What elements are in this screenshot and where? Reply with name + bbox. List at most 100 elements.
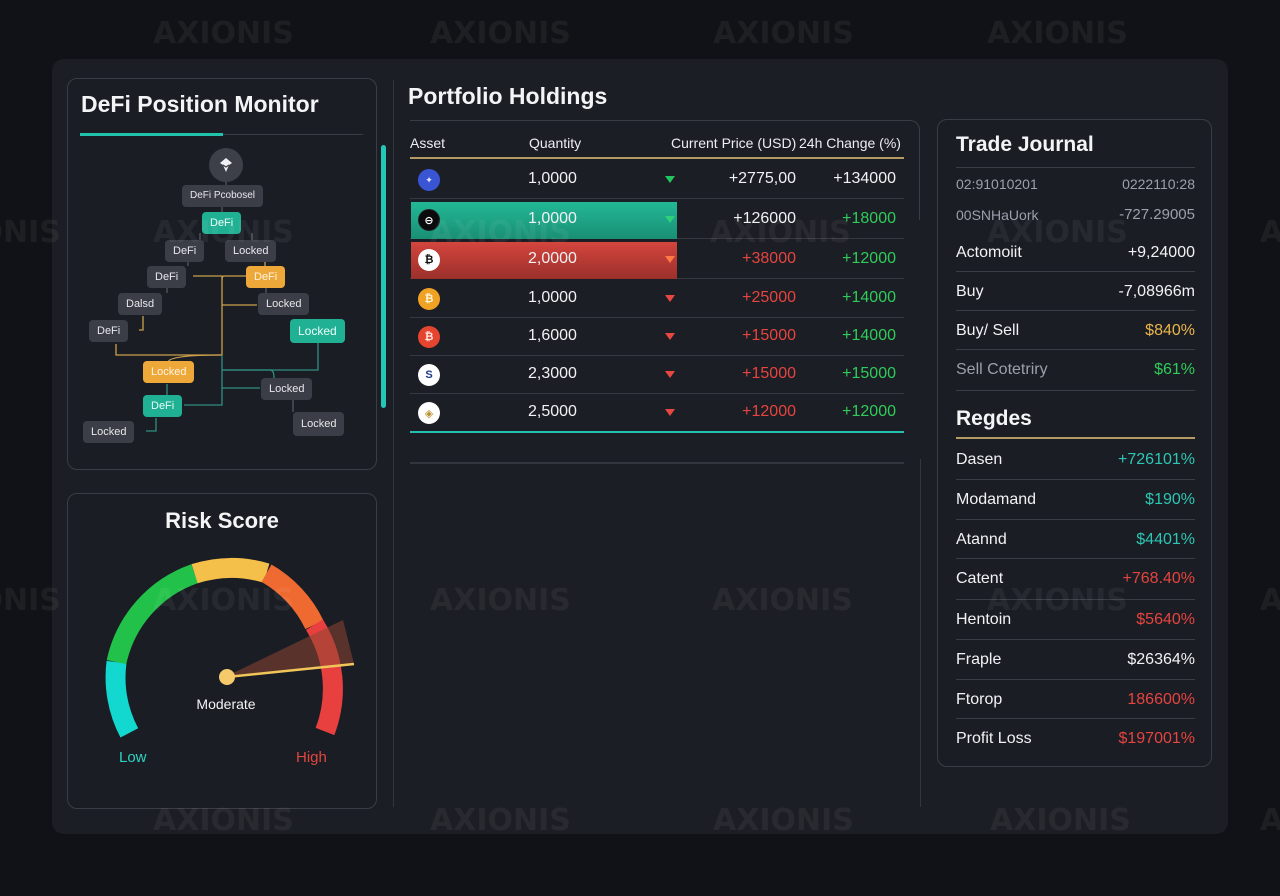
tree-node[interactable]: Locked (143, 361, 195, 383)
tree-node[interactable]: Locked (83, 421, 135, 443)
black-coin-icon: ⊖ (418, 209, 440, 231)
column-header-price[interactable]: Current Price (USD) (671, 135, 797, 151)
journal-entry[interactable]: Ftorop 186600% (956, 679, 1195, 718)
tree-node[interactable]: Locked (290, 319, 345, 343)
journal-entry[interactable]: Profit Loss $197001% (956, 718, 1195, 757)
section-underline (956, 437, 1195, 439)
journal-entry[interactable]: Buy/ Sell $840% (956, 310, 1195, 349)
tree-node[interactable]: DeFi (202, 212, 242, 234)
entry-label: Hentoin (956, 611, 1012, 628)
tab-underline (80, 133, 363, 136)
entry-value: 186600% (1127, 691, 1195, 708)
tree-node[interactable]: DeFi (143, 395, 183, 417)
blue-coin-icon: ✦ (418, 169, 440, 191)
blue-token-icon: S (418, 364, 440, 386)
faded-row (410, 433, 904, 464)
journal-entry[interactable]: Actomoiit +9,24000 (956, 233, 1195, 272)
journal-entry[interactable]: 02:91010201 0222110:28 (956, 167, 1195, 200)
entry-value: +9,24000 (1127, 244, 1195, 261)
entry-label: 00SNHaUork (956, 207, 1039, 223)
tree-node[interactable]: Locked (225, 240, 277, 262)
active-tab-indicator[interactable] (80, 133, 223, 136)
journal-entry[interactable]: Sell Cotetriry $61% (956, 349, 1195, 388)
tree-node[interactable]: DeFi (165, 240, 205, 262)
scrollbar-thumb[interactable] (381, 145, 386, 408)
entry-value: 0222110:28 (1122, 176, 1195, 192)
journal-entry[interactable]: Hentoin $5640% (956, 599, 1195, 638)
entry-value: $190% (1145, 491, 1195, 508)
quantity: 1,0000 (528, 170, 577, 187)
gold-token-icon: ◈ (418, 402, 440, 424)
journal-entry[interactable]: Dasen +726101% (956, 440, 1195, 479)
table-row[interactable]: ₿ 1,6000 +15000 +14000 (410, 318, 904, 356)
journal-entry[interactable]: Buy -7,08966m (956, 271, 1195, 310)
risk-gauge (105, 557, 355, 738)
change: +18000 (842, 210, 896, 227)
tree-node[interactable]: Locked (261, 378, 313, 400)
panel-title: Trade Journal (956, 133, 1094, 156)
journal-entry[interactable]: 00SNHaUork -727.29005 (956, 200, 1195, 233)
column-header-asset[interactable]: Asset (410, 135, 446, 151)
entry-value: -727.29005 (1119, 206, 1195, 223)
table-outline (410, 120, 920, 220)
tree-node[interactable]: DeFi Pcobosel (182, 185, 264, 207)
table-row[interactable]: ₿ 1,0000 +25000 +14000 (410, 280, 904, 318)
trend-down-icon (665, 295, 675, 302)
price: +126000 (733, 210, 796, 227)
trend-down-icon (665, 176, 675, 183)
entry-label: 02:91010201 (956, 176, 1038, 192)
entry-value: $26364% (1127, 651, 1195, 668)
section-title: Regdes (956, 407, 1032, 430)
price: +38000 (742, 250, 796, 267)
entry-label: Atannd (956, 531, 1007, 548)
price: +2775,00 (728, 170, 796, 187)
price: +15000 (742, 365, 796, 382)
entry-label: Profit Loss (956, 730, 1032, 747)
entry-label: Buy (956, 283, 984, 300)
divider (393, 80, 394, 807)
watermark: AXIONIS (430, 16, 571, 51)
tree-node[interactable]: DeFi (246, 266, 286, 288)
column-header-change[interactable]: 24h Change (%) (799, 135, 901, 151)
entry-value: $840% (1145, 322, 1195, 339)
entry-value: $5640% (1136, 611, 1195, 628)
trend-down-icon (665, 256, 675, 263)
tree-node[interactable]: Locked (293, 412, 345, 436)
journal-entry[interactable]: Fraple $26364% (956, 639, 1195, 678)
tree-node[interactable]: DeFi (89, 320, 129, 342)
journal-entry[interactable]: Atannd $4401% (956, 519, 1195, 558)
entry-value: $4401% (1136, 531, 1195, 548)
journal-entry[interactable]: Catent +768.40% (956, 558, 1195, 597)
entry-value: +768.40% (1122, 570, 1195, 587)
bitcoin-white-icon: ₿ (418, 249, 440, 271)
tree-node[interactable]: Locked (258, 293, 310, 315)
watermark: AXIONIS (713, 16, 854, 51)
watermark: AXIONIS (1260, 803, 1280, 838)
entry-label: Actomoiit (956, 244, 1022, 261)
trend-down-icon (665, 333, 675, 340)
price: +25000 (742, 289, 796, 306)
quantity: 2,3000 (528, 365, 577, 382)
panel-title: Risk Score (165, 508, 279, 533)
price: +12000 (742, 403, 796, 420)
table-row[interactable]: ◈ 2,5000 +12000 +12000 (410, 394, 904, 432)
tree-node[interactable]: Dalsd (118, 293, 163, 315)
change: +12000 (842, 403, 896, 420)
bitcoin-red-icon: ₿ (418, 326, 440, 348)
tree-node[interactable]: DeFi (147, 266, 187, 288)
table-row[interactable]: ⊖ 1,0000 +126000 +18000 (410, 201, 904, 239)
change: +134000 (833, 170, 896, 187)
table-row[interactable]: ₿ 2,0000 +38000 +12000 (410, 241, 904, 279)
entry-value: -7,08966m (1118, 283, 1196, 300)
portfolio-title: Portfolio Holdings (408, 83, 608, 109)
table-header: Asset Quantity Current Price (USD) 24h C… (410, 133, 904, 159)
watermark: AXIONIS (1260, 583, 1280, 618)
entry-label: Dasen (956, 451, 1003, 468)
column-header-quantity[interactable]: Quantity (529, 135, 582, 151)
bitcoin-orange-icon: ₿ (418, 288, 440, 310)
table-row[interactable]: S 2,3000 +15000 +15000 (410, 356, 904, 394)
table-row[interactable]: ✦ 1,0000 +2775,00 +134000 (410, 161, 904, 199)
trend-down-icon (665, 409, 675, 416)
journal-divider (956, 390, 1195, 391)
journal-entry[interactable]: Modamand $190% (956, 479, 1195, 518)
